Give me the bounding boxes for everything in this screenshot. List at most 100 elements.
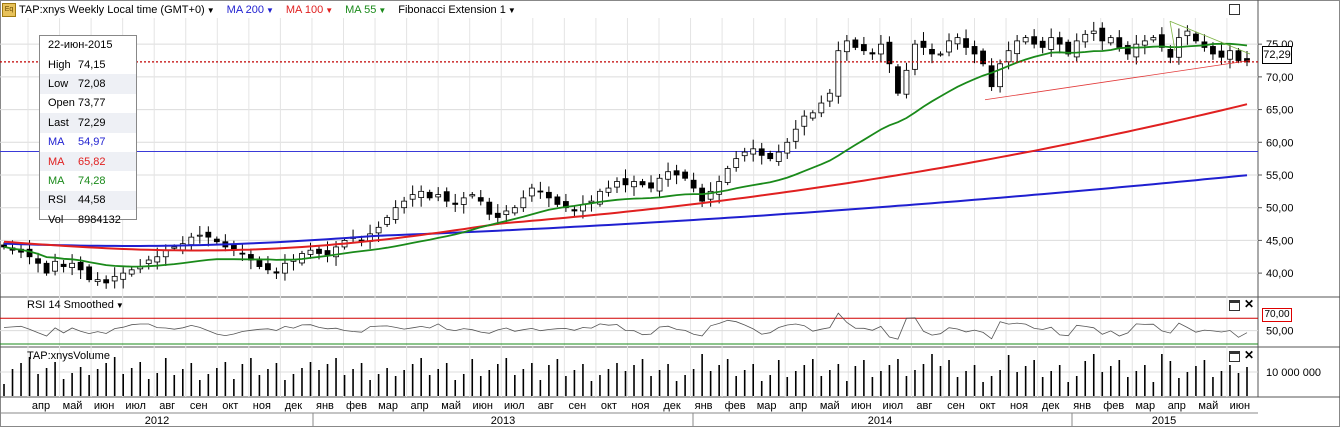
data-window-value: 72,29 bbox=[78, 116, 106, 129]
candle-body bbox=[1014, 40, 1021, 55]
candle-body bbox=[443, 191, 450, 202]
fibonacci-indicator[interactable]: Fibonacci Extension 1 ▼ bbox=[398, 4, 516, 16]
month-label: янв bbox=[316, 400, 334, 412]
candle-body bbox=[316, 248, 322, 254]
candle-body bbox=[1107, 37, 1114, 44]
candle-body bbox=[631, 181, 637, 188]
data-window-key: High bbox=[48, 58, 71, 71]
candle-body bbox=[1005, 50, 1012, 63]
candle-body bbox=[733, 158, 740, 168]
year-label: 2015 bbox=[1152, 415, 1176, 427]
y-tick-label: 60,00 bbox=[1266, 137, 1294, 149]
candle-body bbox=[1048, 37, 1055, 50]
month-label: июн bbox=[94, 400, 114, 412]
candle-body bbox=[1218, 50, 1225, 58]
month-label: мар bbox=[757, 400, 777, 412]
candle-body bbox=[1193, 33, 1199, 42]
rsi-close-icon[interactable]: ✕ bbox=[1244, 297, 1255, 311]
candle-body bbox=[392, 207, 399, 220]
symbol-selector[interactable]: TAP:xnys Weekly Local time (GMT+0) ▼ bbox=[19, 4, 215, 16]
y-tick-label: 50,00 bbox=[1266, 203, 1294, 215]
candle-body bbox=[1184, 30, 1191, 37]
candle-body bbox=[1116, 37, 1123, 48]
volume-close-icon[interactable]: ✕ bbox=[1244, 348, 1255, 362]
fibonacci-line bbox=[1169, 21, 1176, 51]
candle-body bbox=[929, 48, 935, 55]
year-label: 2014 bbox=[868, 415, 892, 427]
volume-panel-header: TAP:xnysVolume bbox=[27, 350, 110, 362]
candle-body bbox=[554, 196, 561, 205]
candle-body bbox=[1090, 30, 1097, 34]
candle-body bbox=[435, 194, 442, 198]
chevron-down-icon: ▼ bbox=[325, 5, 334, 15]
candle-body bbox=[239, 252, 246, 255]
candle-body bbox=[375, 226, 382, 234]
month-label: янв bbox=[1073, 400, 1091, 412]
ma100-indicator[interactable]: MA 100 ▼ bbox=[285, 4, 334, 16]
y-tick-label: 65,00 bbox=[1266, 105, 1294, 117]
chevron-down-icon: ▼ bbox=[378, 5, 387, 15]
chevron-down-icon: ▼ bbox=[206, 5, 215, 15]
candle-body bbox=[265, 263, 271, 271]
data-window-value: 8984132 bbox=[78, 213, 121, 226]
data-window-key: Open bbox=[48, 97, 75, 110]
candle-body bbox=[1039, 40, 1046, 48]
candle-body bbox=[60, 263, 67, 267]
ma200-indicator[interactable]: MA 200 ▼ bbox=[226, 4, 274, 16]
year-label: 2013 bbox=[491, 415, 515, 427]
data-window-row: RSI 44,58 bbox=[40, 190, 136, 211]
rsi-panel-header[interactable]: RSI 14 Smoothed ▼ bbox=[27, 299, 124, 311]
month-label: май bbox=[63, 400, 83, 412]
candle-body bbox=[273, 271, 280, 274]
candle-body bbox=[494, 212, 501, 218]
candle-body bbox=[486, 201, 493, 215]
volume-tick-label: 10 000 000 bbox=[1266, 367, 1321, 379]
candle-body bbox=[852, 39, 859, 48]
candle-body bbox=[196, 234, 203, 237]
data-window-key: MA bbox=[48, 175, 65, 188]
candle-body bbox=[145, 259, 152, 265]
data-window-row: High 74,15 bbox=[40, 55, 136, 74]
candle-body bbox=[656, 177, 663, 192]
maximize-button[interactable] bbox=[1229, 4, 1240, 15]
candle-body bbox=[605, 187, 612, 193]
rsi-restore-button[interactable] bbox=[1229, 300, 1240, 311]
rsi-level-tag: 70,00 bbox=[1262, 308, 1292, 322]
month-label: июн bbox=[1230, 400, 1250, 412]
data-window-value: 65,82 bbox=[78, 155, 106, 168]
candle-body bbox=[77, 261, 84, 271]
candle-body bbox=[52, 260, 58, 272]
month-label: дек bbox=[663, 400, 681, 412]
chevron-down-icon: ▼ bbox=[265, 5, 274, 15]
month-label: окт bbox=[222, 400, 238, 412]
candle-body bbox=[1031, 36, 1038, 45]
data-window-key: MA bbox=[48, 155, 65, 168]
candle-body bbox=[1133, 43, 1140, 58]
month-label: июн bbox=[851, 400, 871, 412]
month-label: апр bbox=[32, 400, 50, 412]
candle-body bbox=[809, 112, 816, 119]
candle-body bbox=[648, 182, 654, 189]
candle-body bbox=[997, 63, 1004, 88]
candle-body bbox=[597, 190, 603, 205]
month-label: июн bbox=[472, 400, 492, 412]
candle-body bbox=[818, 102, 825, 114]
data-window-row: Last 72,29 bbox=[40, 113, 136, 133]
volume-restore-button[interactable] bbox=[1229, 351, 1240, 362]
candle-body bbox=[920, 40, 927, 48]
month-label: янв bbox=[695, 400, 713, 412]
candle-body bbox=[878, 43, 884, 55]
candle-body bbox=[545, 191, 552, 199]
candle-body bbox=[1099, 27, 1106, 42]
candle-body bbox=[384, 217, 391, 225]
ma55-indicator[interactable]: MA 55 ▼ bbox=[345, 4, 387, 16]
candle-body bbox=[1065, 41, 1072, 55]
ma200-line bbox=[3, 174, 1248, 247]
last-price-tag: 72,29 bbox=[1262, 46, 1292, 64]
candle-body bbox=[903, 69, 910, 95]
rsi-tick-label: 50,00 bbox=[1266, 326, 1294, 338]
month-label: авг bbox=[159, 400, 175, 412]
month-label: дек bbox=[285, 400, 303, 412]
candle-body bbox=[282, 262, 288, 274]
